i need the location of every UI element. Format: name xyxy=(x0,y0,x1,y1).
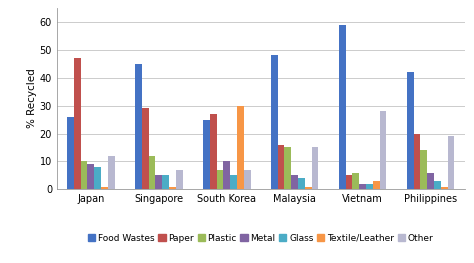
Bar xyxy=(81,161,87,189)
Bar xyxy=(87,164,94,189)
Bar xyxy=(434,181,441,189)
Legend: Food Wastes, Paper, Plastic, Metal, Glass, Textile/Leather, Other: Food Wastes, Paper, Plastic, Metal, Glas… xyxy=(88,234,433,243)
Bar xyxy=(305,186,311,189)
Bar xyxy=(142,108,149,189)
Bar xyxy=(203,120,210,189)
Bar xyxy=(380,111,386,189)
Bar xyxy=(230,175,237,189)
Bar xyxy=(420,150,427,189)
Bar xyxy=(148,156,155,189)
Bar xyxy=(298,178,305,189)
Bar xyxy=(441,186,447,189)
Bar xyxy=(210,114,217,189)
Bar xyxy=(339,25,346,189)
Bar xyxy=(217,170,223,189)
Bar xyxy=(74,58,81,189)
Bar xyxy=(346,175,352,189)
Bar xyxy=(94,167,101,189)
Bar xyxy=(352,173,359,189)
Bar xyxy=(284,148,291,189)
Bar xyxy=(447,136,454,189)
Bar xyxy=(223,161,230,189)
Bar xyxy=(101,186,108,189)
Bar xyxy=(271,55,278,189)
Bar xyxy=(373,181,380,189)
Bar xyxy=(176,170,182,189)
Bar xyxy=(359,184,366,189)
Bar xyxy=(413,134,420,189)
Bar xyxy=(244,170,250,189)
Bar xyxy=(67,117,74,189)
Bar xyxy=(155,175,162,189)
Bar xyxy=(135,64,142,189)
Bar xyxy=(291,175,298,189)
Bar xyxy=(162,175,169,189)
Bar xyxy=(311,148,319,189)
Bar xyxy=(169,186,176,189)
Bar xyxy=(366,184,373,189)
Bar xyxy=(108,156,115,189)
Bar xyxy=(407,72,413,189)
Bar xyxy=(278,145,284,189)
Bar xyxy=(237,106,244,189)
Y-axis label: % Recycled: % Recycled xyxy=(27,69,37,129)
Bar xyxy=(427,173,434,189)
